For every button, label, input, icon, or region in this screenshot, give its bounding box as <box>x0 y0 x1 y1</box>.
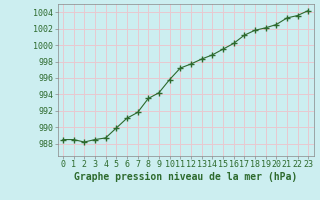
X-axis label: Graphe pression niveau de la mer (hPa): Graphe pression niveau de la mer (hPa) <box>74 172 297 182</box>
